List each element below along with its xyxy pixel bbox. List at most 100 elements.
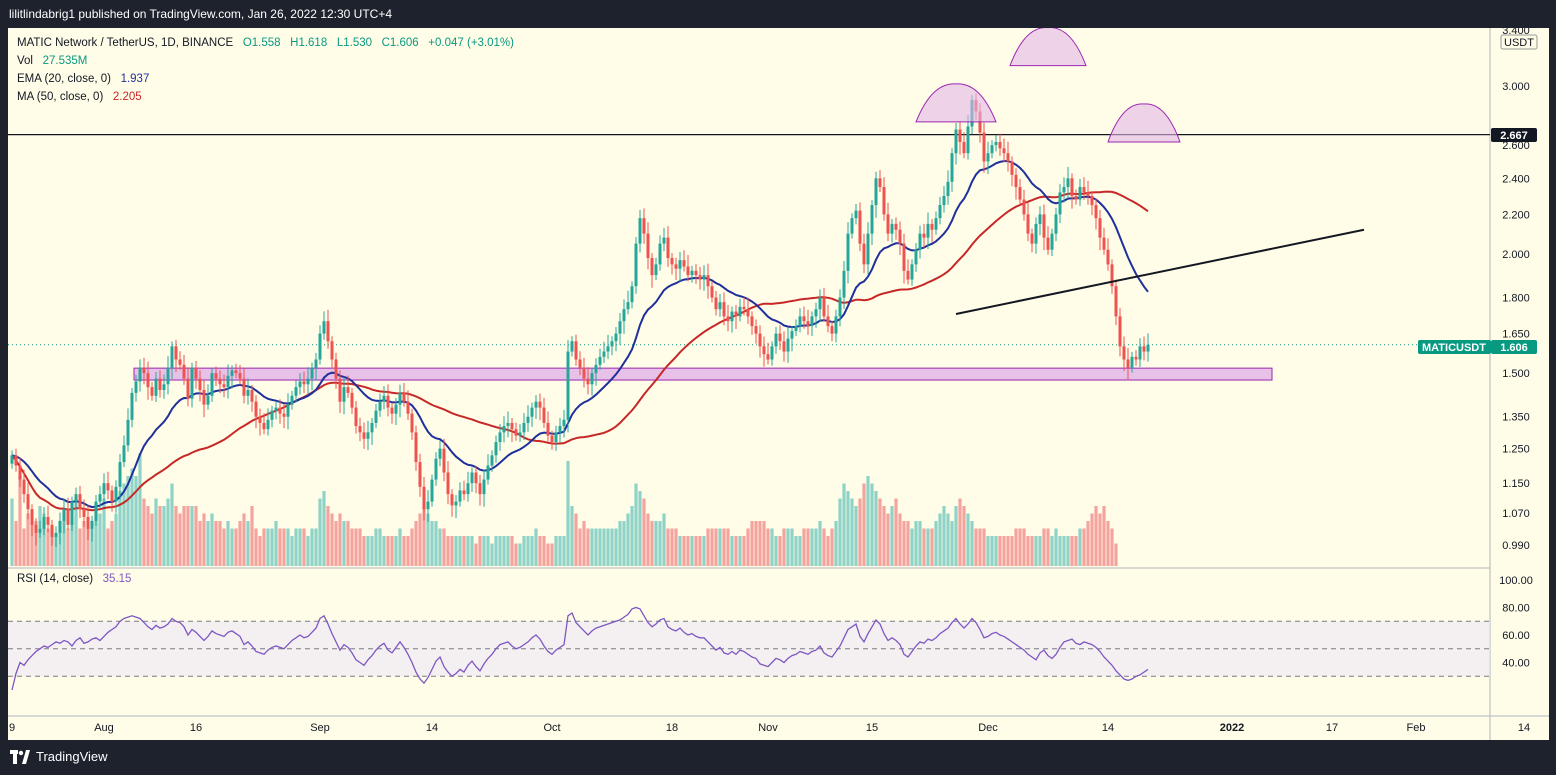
candle-body	[806, 321, 810, 327]
candle-body	[446, 472, 450, 495]
candle	[446, 461, 450, 505]
candle	[630, 281, 634, 309]
time-axis[interactable]: 9Aug16Sep14Oct18Nov15Dec14202217Feb14Mar	[9, 722, 1549, 734]
candle	[510, 417, 514, 442]
candle	[1082, 177, 1086, 200]
candle-body	[1130, 356, 1134, 368]
candle-body	[638, 218, 642, 244]
volume-bar	[74, 498, 78, 566]
candle-body	[1054, 214, 1058, 234]
candle	[1022, 189, 1026, 221]
candle	[814, 302, 818, 328]
volume-bar	[158, 506, 162, 566]
candle	[582, 357, 586, 388]
volume-bar	[530, 536, 534, 566]
candle-body	[610, 341, 614, 347]
volume-bar	[642, 498, 646, 566]
candle	[642, 208, 646, 244]
candle	[762, 336, 766, 367]
candle-body	[222, 384, 226, 388]
candle	[538, 393, 542, 421]
candle	[282, 403, 286, 429]
volume-bar	[994, 536, 998, 566]
candle-body	[770, 346, 774, 360]
price-axis[interactable]: 3.000 2.600 2.400 2.200 2.000 1.800 1.650 1.500…	[1499, 28, 1533, 670]
chart-frame[interactable]: 3.000 2.600 2.400 2.200 2.000 1.800 1.650 1.500…	[8, 28, 1549, 740]
volume-bar	[1050, 536, 1054, 566]
candle-body	[426, 501, 430, 510]
volume-bar	[258, 536, 262, 566]
ma-row: MA (50, close, 0) 2.205	[17, 88, 514, 106]
candle	[826, 304, 830, 333]
candle	[422, 476, 426, 521]
volume-bar	[982, 528, 986, 566]
candle	[686, 255, 690, 282]
candle-body	[762, 346, 766, 355]
candle	[1090, 191, 1094, 216]
volume-bar	[1090, 513, 1094, 566]
candle-body	[406, 401, 410, 414]
volume-bar	[486, 536, 490, 566]
candle-body	[310, 367, 314, 379]
volume-bar	[534, 528, 538, 566]
candle-body	[1094, 205, 1098, 219]
candle	[522, 413, 526, 440]
candle-body	[78, 494, 82, 510]
tradingview-logo[interactable]: TradingView	[10, 749, 108, 764]
candle-body	[834, 316, 838, 334]
ma-label[interactable]: MA (50, close, 0)	[17, 91, 104, 103]
candle-body	[254, 401, 258, 417]
candle-body	[1002, 148, 1006, 154]
candle-body	[1118, 316, 1122, 347]
volume-bar	[150, 513, 154, 566]
currency-button-bg[interactable]	[1500, 34, 1538, 50]
ema-label[interactable]: EMA (20, close, 0)	[17, 73, 111, 85]
price-tick-label: 2.400	[1502, 173, 1530, 185]
candle	[918, 225, 922, 259]
volume-bar	[198, 521, 202, 566]
candle-body	[30, 509, 34, 525]
volume-bar	[1030, 536, 1034, 566]
candle	[1018, 178, 1022, 205]
candle	[30, 504, 34, 537]
candle-body	[138, 367, 142, 382]
volume-bar	[42, 513, 46, 566]
volume-bar	[246, 521, 250, 566]
chart-canvas[interactable]: 3.000 2.600 2.400 2.200 2.000 1.800 1.650 1.500…	[8, 28, 1549, 740]
candle	[866, 222, 870, 275]
candle-body	[926, 223, 930, 238]
volume-bar	[1066, 536, 1070, 566]
candle	[730, 306, 734, 333]
candle	[1098, 209, 1102, 251]
candle-body	[798, 316, 802, 327]
candle-body	[478, 483, 482, 495]
candle-body	[134, 381, 138, 393]
candle-body	[158, 378, 162, 390]
volume-bar	[218, 521, 222, 566]
symbol-tag-bg	[1418, 340, 1491, 354]
candle-body	[278, 407, 282, 414]
candle-body	[918, 233, 922, 250]
candle	[474, 465, 478, 494]
volume-bar	[1042, 528, 1046, 566]
candle	[878, 170, 882, 193]
volume-bar	[414, 521, 418, 566]
rsi-label[interactable]: RSI (14, close)	[17, 573, 94, 585]
candle	[922, 223, 926, 248]
candle	[318, 325, 322, 365]
currency-button[interactable]: USDT	[1504, 37, 1534, 49]
candle	[294, 380, 298, 403]
volume-bar	[470, 536, 474, 566]
candle	[290, 390, 294, 410]
volume-label[interactable]: Vol	[17, 55, 33, 67]
volume-bar	[666, 528, 670, 566]
candle	[242, 368, 246, 404]
candle	[130, 387, 134, 428]
candle-body	[334, 359, 338, 379]
candle	[986, 141, 990, 175]
volume-bar	[694, 536, 698, 566]
symbol-name[interactable]: MATIC Network / TetherUS, 1D, BINANCE	[17, 37, 234, 49]
candle-body	[1098, 218, 1102, 238]
candle-body	[1122, 346, 1126, 360]
candle	[322, 311, 326, 340]
